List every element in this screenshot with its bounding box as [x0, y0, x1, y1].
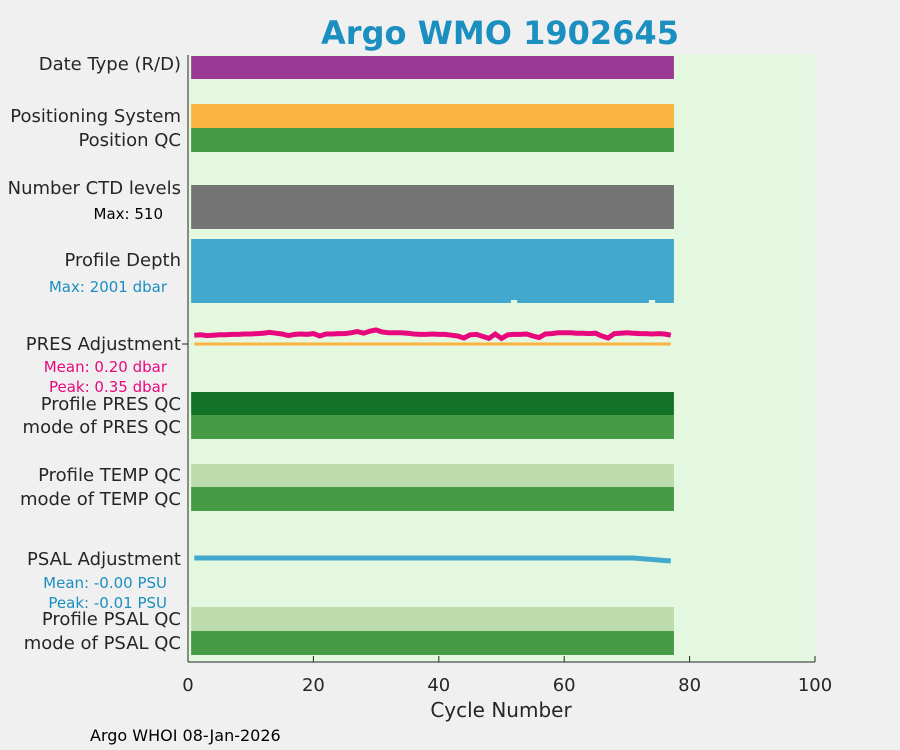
footer-text: Argo WHOI 08-Jan-2026: [90, 726, 281, 745]
row-sublabel-profile-depth: Max: 2001 dbar: [49, 278, 168, 296]
bar-date-type-r-d: [191, 56, 674, 79]
depth-dip-mark: [510, 300, 518, 303]
row-label-profile-pres-qc: Profile PRES QC: [41, 394, 181, 415]
row-label-profile-psal-qc: Profile PSAL QC: [42, 609, 181, 630]
bar-positioning-system: [191, 104, 674, 128]
row-label-psal-adjustment: PSAL Adjustment: [27, 549, 181, 570]
row-label-number-ctd-levels: Number CTD levels: [8, 178, 181, 199]
x-axis-label: Cycle Number: [430, 698, 572, 722]
row-sublabel-pres-adjustment: Mean: 0.20 dbar: [44, 358, 168, 376]
x-tick-label: 0: [182, 675, 193, 696]
bar-mode-of-pres-qc: [191, 415, 674, 439]
bar-profile-psal-qc: [191, 607, 674, 631]
bar-position-qc: [191, 128, 674, 152]
row-sublabel2-pres-adjustment: Peak: 0.35 dbar: [49, 378, 168, 396]
row-label-position-qc: Position QC: [78, 130, 181, 151]
bar-profile-pres-qc: [191, 392, 674, 415]
pres-adjustment-line: [194, 327, 672, 342]
row-label-date-type-r-d: Date Type (R/D): [39, 54, 181, 75]
row-label-positioning-system: Positioning System: [10, 106, 181, 127]
x-tick-label: 20: [302, 675, 325, 696]
bar-mode-of-psal-qc: [191, 631, 674, 655]
row-label-mode-of-pres-qc: mode of PRES QC: [23, 417, 181, 438]
row-label-mode-of-temp-qc: mode of TEMP QC: [20, 489, 181, 510]
x-tick-label: 40: [427, 675, 450, 696]
chart-title: Argo WMO 1902645: [321, 14, 679, 52]
bar-mode-of-temp-qc: [191, 487, 674, 511]
x-tick-label: 80: [678, 675, 701, 696]
x-tick-label: 60: [553, 675, 576, 696]
bar-profile-depth: [191, 239, 674, 303]
row-sublabel2-psal-adjustment: Peak: -0.01 PSU: [48, 594, 167, 612]
psal-adjustment-line: [194, 555, 671, 564]
row-label-pres-adjustment: PRES Adjustment: [26, 334, 181, 355]
row-sublabel-psal-adjustment: Mean: -0.00 PSU: [43, 574, 167, 592]
row-label-profile-temp-qc: Profile TEMP QC: [38, 465, 181, 486]
row-sublabel-number-ctd-levels: Max: 510: [94, 205, 163, 223]
depth-dip-mark: [648, 300, 656, 303]
plot-area: [188, 55, 815, 662]
bar-profile-temp-qc: [191, 464, 674, 487]
row-label-profile-depth: Profile Depth: [64, 250, 181, 271]
x-tick-label: 100: [798, 675, 832, 696]
bar-number-ctd-levels: [191, 185, 674, 229]
row-label-mode-of-psal-qc: mode of PSAL QC: [24, 633, 181, 654]
